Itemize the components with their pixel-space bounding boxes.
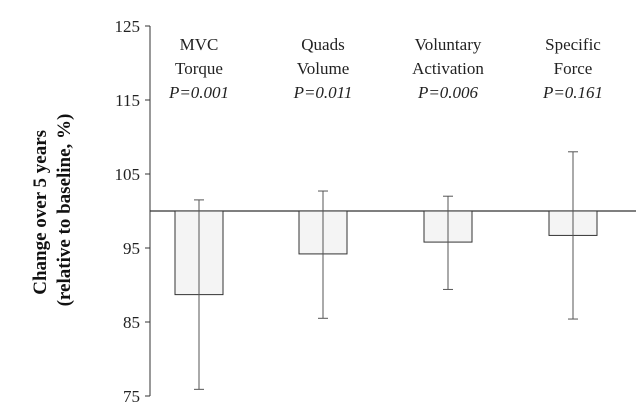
p-value-label: P=0.006 [417,83,479,102]
p-value-label: P=0.011 [293,83,353,102]
category-label: Specific [545,35,601,54]
category-label: Torque [175,59,223,78]
category-labels: MVC Torque P=0.001 Quads Volume P=0.011 Volunt… [168,35,603,102]
category-label: Volume [297,59,350,78]
p-value-label: P=0.161 [542,83,603,102]
y-axis-title-line-1: Change over 5 years [30,130,51,295]
category-label: Voluntary [415,35,482,54]
category-label: MVC [180,35,219,54]
category-label: Activation [412,59,484,78]
svg-text:Change over 5 years (rel: Change over 5 years (relative to baselin… [30,114,75,307]
bars [174,210,598,296]
y-tick-label: 125 [115,17,141,36]
y-axis-title-line-2: (relative to baseline, %) [54,114,75,307]
y-tick-label: 75 [123,387,140,404]
y-tick-label: 95 [123,239,140,258]
y-tick-label: 105 [115,165,141,184]
p-value-label: P=0.001 [168,83,229,102]
y-tick-labels: 75 85 95 105 115 125 [115,17,150,404]
error-bars [194,151,578,390]
y-tick-label: 115 [115,91,140,110]
y-axis-title: Change over 5 years (relative to baselin… [30,114,75,307]
category-label: Quads [301,35,344,54]
y-tick-label: 85 [123,313,140,332]
category-label: Force [554,59,593,78]
